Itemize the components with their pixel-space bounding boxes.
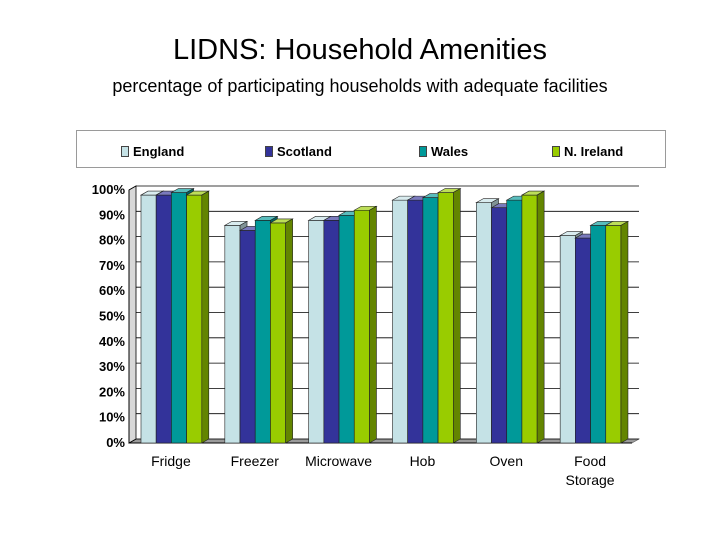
bar-front [155, 194, 172, 444]
y-tick-label: 80% [99, 233, 125, 248]
bar-front [224, 225, 241, 444]
legend-label-wales: Wales [431, 143, 469, 159]
bar-front [308, 220, 325, 444]
legend-swatch-england [121, 145, 129, 157]
bar-front [186, 194, 203, 444]
page-title: LIDNS: Household Amenities [173, 34, 547, 66]
bar-front [171, 192, 187, 444]
bar-front [590, 225, 607, 444]
x-category-label: Hob [410, 453, 436, 469]
legend-swatch-wales [419, 145, 427, 157]
bar-side [285, 218, 293, 444]
legend-item-scotland: Scotland [265, 143, 332, 159]
bar-front [239, 230, 256, 444]
y-tick-label: 0% [106, 435, 125, 450]
legend-item-n-ireland: N. Ireland [552, 143, 624, 159]
x-category-label: Microwave [305, 453, 372, 469]
y-tick-label: 70% [99, 258, 125, 273]
legend-item-england: England [121, 143, 185, 159]
bar-front [338, 215, 355, 444]
y-tick-label: 30% [99, 359, 125, 374]
page-subtitle: percentage of participating households w… [112, 76, 608, 96]
x-category-label: Oven [490, 453, 523, 469]
bar-side [201, 190, 210, 444]
bar-front [476, 202, 492, 444]
legend-label-scotland: Scotland [277, 143, 332, 159]
bar-front [605, 225, 622, 444]
bar-side [452, 188, 461, 444]
bar-side [369, 205, 377, 444]
bar-front [437, 192, 454, 444]
x-category-label: Storage [566, 472, 615, 488]
bar-front [353, 209, 370, 444]
y-tick-label: 10% [99, 410, 125, 425]
chart-container: England Scotland Wales N. Ireland [76, 130, 666, 500]
legend-swatch-n-ireland [552, 145, 560, 157]
bar-front [422, 197, 439, 444]
bar-front [392, 199, 408, 444]
chart-legend: England Scotland Wales N. Ireland [76, 130, 666, 168]
legend-item-wales: Wales [419, 143, 469, 159]
y-tick-label: 20% [99, 384, 125, 399]
legend-swatch-scotland [265, 145, 273, 157]
bar-front [140, 194, 157, 444]
bar-front [506, 199, 523, 444]
bar-front [254, 220, 271, 444]
x-category-label: Freezer [231, 453, 280, 469]
bar-side [536, 190, 545, 444]
y-tick-label: 90% [99, 207, 125, 222]
bar-side [620, 220, 629, 444]
bar-front [521, 194, 538, 444]
y-tick-label: 50% [99, 309, 125, 324]
legend-label-england: England [133, 143, 185, 159]
y-tick-label: 60% [99, 283, 125, 298]
x-category-label: Food [574, 453, 606, 469]
legend-label-n-ireland: N. Ireland [564, 143, 624, 159]
bar-front [407, 199, 424, 444]
plot-side-wall [128, 185, 137, 444]
bar-front [575, 237, 591, 444]
y-tick-label: 40% [99, 334, 125, 349]
bar-front [270, 222, 286, 444]
y-tick-label: 100% [92, 182, 126, 197]
x-category-label: Fridge [151, 453, 191, 469]
bar-front [323, 220, 340, 444]
bar-front [559, 235, 576, 444]
bar-front [491, 207, 508, 444]
